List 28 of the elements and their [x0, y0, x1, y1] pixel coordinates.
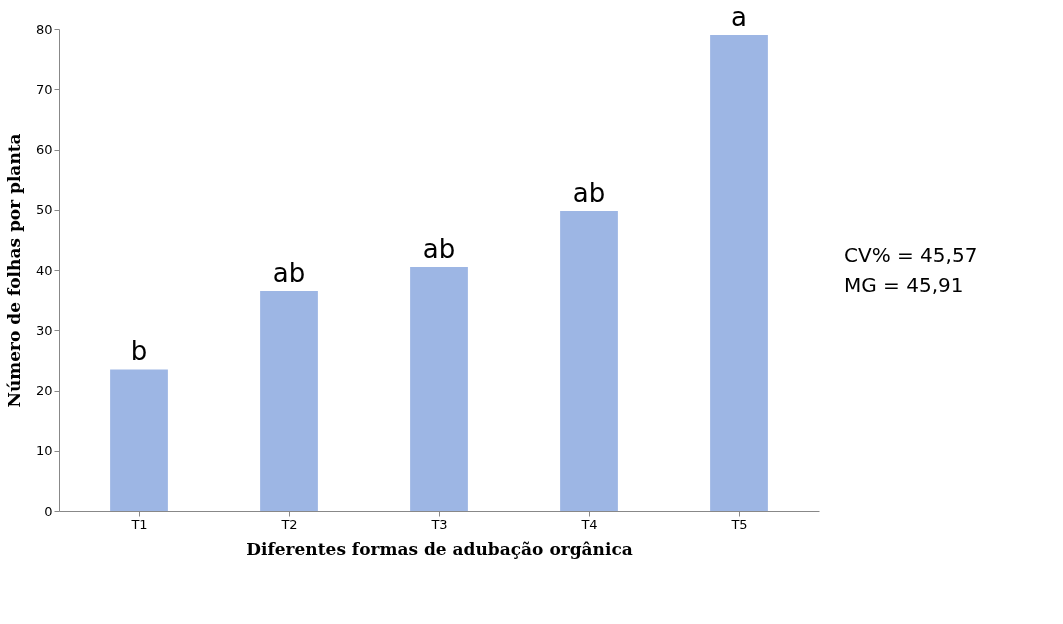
text: CV% = 45,57	[844, 242, 978, 267]
annotation: b	[130, 336, 148, 367]
y-tick-label: 80	[35, 21, 53, 37]
y-tick-label: 50	[35, 202, 53, 218]
x-tick-label: T2	[280, 516, 298, 532]
y-tick-label: 0	[44, 503, 53, 519]
x-axis-title: Diferentes formas de adubação orgânica	[246, 538, 633, 559]
annotation: ab	[422, 233, 456, 264]
bar	[710, 35, 768, 511]
annotation: ab	[272, 258, 306, 289]
bar	[110, 369, 168, 511]
y-tick-label: 10	[35, 443, 53, 459]
text: MG = 45,91	[844, 272, 964, 297]
y-tick-label: 20	[35, 383, 53, 398]
annotation: a	[731, 2, 747, 33]
y-tick-label: 30	[35, 322, 53, 338]
y-axis-title: Número de folhas por planta	[3, 133, 24, 408]
bar	[560, 210, 618, 511]
x-tick-label: T1	[130, 516, 148, 532]
x-tick-label: T5	[730, 516, 748, 532]
y-tick-label: 40	[35, 262, 53, 278]
bar	[260, 291, 318, 511]
y-tick-label: 70	[35, 81, 53, 97]
annotation: ab	[572, 177, 606, 208]
x-tick-label: T4	[580, 516, 598, 532]
x-tick-label: T3	[430, 516, 448, 532]
y-tick-label: 60	[35, 142, 53, 157]
bar	[410, 266, 468, 511]
